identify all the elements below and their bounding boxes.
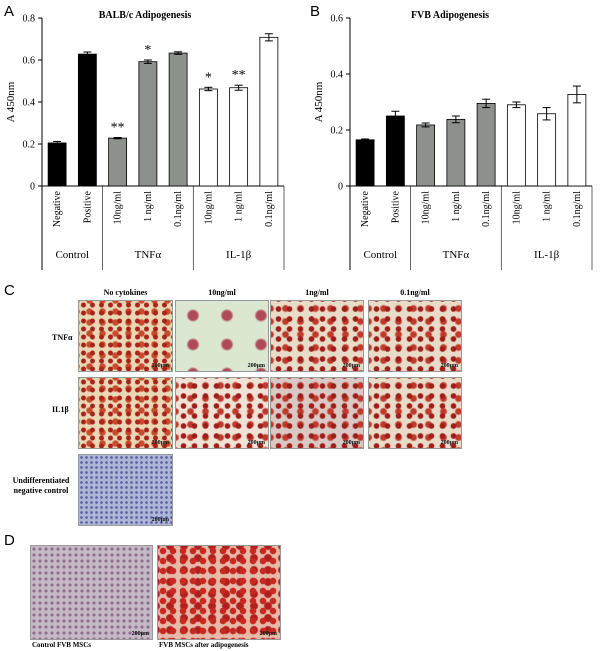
column-header: No cytokines (103, 288, 148, 297)
x-tick-label: 0.1ng/ml (264, 191, 275, 227)
panel-letter: B (310, 3, 320, 20)
bar (506, 104, 526, 187)
y-tick-label: 0.6 (23, 56, 36, 67)
scale-bar: 200μm (131, 631, 149, 637)
micrograph: 200μm (368, 300, 462, 372)
bar (168, 52, 188, 187)
bar (138, 61, 158, 187)
chart-title: BALB/c Adipogenesis (99, 10, 192, 21)
y-tick-label: 0.4 (331, 70, 344, 81)
scale-bar: 200μm (151, 440, 169, 446)
micrograph: 200μm (270, 377, 364, 449)
bar (446, 118, 466, 187)
micrograph: 200μm (30, 545, 153, 640)
group-label: Control (363, 249, 397, 261)
y-tick-label: 0.4 (23, 98, 36, 109)
group-label: IL-1β (226, 249, 252, 261)
charts: A BALB/c Adipogenesis A 450nm 0 0.2 0.4 0.6 0.8… (4, 3, 593, 270)
group-label: TNFα (135, 249, 162, 261)
y-axis-label: A 450nm (313, 81, 325, 122)
bar (476, 103, 496, 187)
x-tick-label: 10ng/ml (113, 191, 124, 225)
group-label: Control (55, 249, 89, 261)
y-tick-label: 0.6 (331, 14, 344, 25)
scale-bar: 200μm (259, 631, 277, 637)
y-tick-label: 0 (30, 182, 35, 193)
bar (416, 124, 436, 187)
column-header: 1ng/ml (305, 288, 329, 297)
x-tick-label: 10ng/ml (203, 191, 214, 225)
bar (77, 53, 97, 187)
caption: FVB MSCs after adipogenesis (159, 641, 249, 649)
x-tick-label: 1 ng/ml (143, 191, 154, 222)
x-tick-label: 1 ng/ml (542, 191, 553, 222)
y-tick-label: 0 (338, 182, 343, 193)
micrograph: 200μm (78, 300, 173, 372)
micrograph: 200μm (175, 300, 269, 372)
significance: * (144, 43, 151, 58)
micrograph: 200μm (78, 377, 173, 449)
group-label: TNFα (443, 249, 470, 261)
x-tick-label: 0.1ng/ml (481, 191, 492, 227)
x-tick-label: 10ng/ml (421, 191, 432, 225)
bar (259, 36, 279, 187)
scale-bar: 200μm (151, 363, 169, 369)
bar (567, 94, 587, 187)
scale-bar: 200μm (151, 517, 169, 523)
micrograph: 200μm (175, 377, 269, 449)
scale-bar: 200μm (247, 363, 265, 369)
chart-title: FVB Adipogenesis (411, 10, 489, 21)
scale-bar: 200μm (342, 363, 360, 369)
column-header: 10ng/ml (208, 288, 236, 297)
row-label: IL1β (52, 405, 69, 414)
x-tick-label: 1 ng/ml (234, 191, 245, 222)
bar (198, 88, 218, 187)
bar (385, 115, 405, 187)
bar (47, 142, 67, 187)
x-tick-label: 1 ng/ml (451, 191, 462, 222)
panel-letter: A (4, 3, 14, 20)
row-label: Undifferentiated negative control (12, 476, 70, 495)
micrograph: 200μm (368, 377, 462, 449)
y-tick-label: 0.2 (331, 126, 344, 137)
bar (355, 139, 375, 187)
scale-bar: 200μm (247, 440, 265, 446)
caption: Control FVB MSCs (32, 641, 91, 649)
significance: ** (111, 120, 125, 135)
panel-letter: D (4, 532, 15, 549)
x-tick-label: Negative (52, 190, 63, 227)
x-tick-label: Positive (82, 190, 93, 223)
bar (108, 137, 128, 187)
y-tick-label: 0.2 (23, 140, 36, 151)
panel-letter: C (4, 282, 15, 299)
bar (537, 113, 557, 187)
x-tick-label: 0.1ng/ml (173, 191, 184, 227)
significance: ** (232, 68, 246, 83)
scale-bar: 200μm (440, 440, 458, 446)
x-tick-label: Negative (360, 190, 371, 227)
micrograph: 200μm (157, 545, 281, 640)
group-label: IL-1β (534, 249, 560, 261)
column-header: 0.1ng/ml (400, 288, 430, 297)
x-tick-label: 10ng/ml (511, 191, 522, 225)
y-axis-label: A 450nm (5, 81, 17, 122)
x-tick-label: Positive (390, 190, 401, 223)
scale-bar: 200μm (342, 440, 360, 446)
bar (229, 87, 249, 187)
significance: * (205, 70, 212, 85)
micrograph: 200μm (270, 300, 364, 372)
row-label: TNFα (52, 333, 73, 342)
scale-bar: 200μm (440, 363, 458, 369)
y-tick-label: 0.8 (23, 14, 36, 25)
x-tick-label: 0.1ng/ml (572, 191, 583, 227)
micrograph: 200μm (78, 454, 173, 526)
